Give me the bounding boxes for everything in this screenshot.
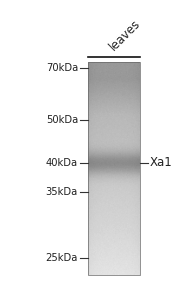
Text: 25kDa: 25kDa <box>46 253 78 263</box>
Text: 40kDa: 40kDa <box>46 158 78 168</box>
Text: 35kDa: 35kDa <box>46 187 78 197</box>
Text: leaves: leaves <box>107 17 143 53</box>
Bar <box>88 62 140 275</box>
Text: 50kDa: 50kDa <box>46 115 78 125</box>
Text: 70kDa: 70kDa <box>46 63 78 73</box>
Text: Xa13: Xa13 <box>150 157 172 169</box>
